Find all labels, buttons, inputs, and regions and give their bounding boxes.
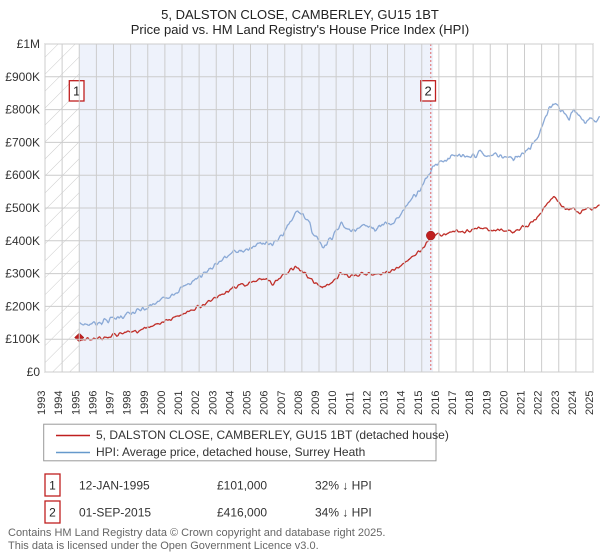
svg-text:2017: 2017 (447, 391, 459, 415)
svg-text:£800K: £800K (5, 103, 40, 117)
svg-text:2005: 2005 (242, 391, 254, 415)
svg-text:2024: 2024 (567, 391, 579, 415)
svg-text:2008: 2008 (293, 391, 305, 415)
svg-text:2000: 2000 (156, 391, 168, 415)
svg-text:£400K: £400K (5, 234, 40, 248)
svg-text:1993: 1993 (36, 391, 48, 415)
svg-text:2: 2 (49, 506, 56, 520)
svg-text:2025: 2025 (584, 391, 596, 415)
svg-text:2013: 2013 (379, 391, 391, 415)
svg-text:1998: 1998 (122, 391, 134, 415)
svg-text:£700K: £700K (5, 135, 40, 149)
svg-text:2001: 2001 (173, 391, 185, 415)
svg-text:2015: 2015 (413, 391, 425, 415)
svg-text:£0: £0 (27, 365, 41, 379)
svg-text:2016: 2016 (430, 391, 442, 415)
svg-text:32% ↓ HPI: 32% ↓ HPI (315, 479, 372, 493)
svg-text:2006: 2006 (259, 391, 271, 415)
svg-text:This data is licensed under th: This data is licensed under the Open Gov… (8, 540, 319, 552)
svg-text:2010: 2010 (327, 391, 339, 415)
svg-text:2011: 2011 (344, 391, 356, 415)
svg-text:2014: 2014 (396, 391, 408, 415)
svg-text:2020: 2020 (498, 391, 510, 415)
svg-text:£1M: £1M (17, 37, 40, 51)
svg-text:1: 1 (49, 479, 56, 493)
svg-text:5, DALSTON CLOSE, CAMBERLEY, G: 5, DALSTON CLOSE, CAMBERLEY, GU15 1BT (d… (96, 428, 449, 442)
svg-text:Contains HM Land Registry data: Contains HM Land Registry data © Crown c… (8, 527, 385, 539)
svg-text:1999: 1999 (139, 391, 151, 415)
svg-text:2: 2 (424, 84, 431, 99)
svg-text:2012: 2012 (361, 391, 373, 415)
svg-text:2022: 2022 (533, 391, 545, 415)
svg-text:2021: 2021 (516, 391, 528, 415)
svg-text:2009: 2009 (310, 391, 322, 415)
svg-text:2023: 2023 (550, 391, 562, 415)
svg-text:2019: 2019 (481, 391, 493, 415)
svg-text:1996: 1996 (87, 391, 99, 415)
svg-text:1994: 1994 (53, 391, 65, 415)
svg-text:2003: 2003 (207, 391, 219, 415)
svg-text:1997: 1997 (105, 391, 117, 415)
svg-text:2004: 2004 (224, 391, 236, 415)
svg-text:01-SEP-2015: 01-SEP-2015 (79, 506, 151, 520)
svg-text:2007: 2007 (276, 391, 288, 415)
svg-text:HPI: Average price, detached h: HPI: Average price, detached house, Surr… (96, 445, 365, 459)
svg-text:2002: 2002 (190, 391, 202, 415)
svg-text:12-JAN-1995: 12-JAN-1995 (79, 479, 150, 493)
svg-text:£100K: £100K (5, 332, 40, 346)
svg-text:£900K: £900K (5, 70, 40, 84)
svg-text:2018: 2018 (464, 391, 476, 415)
svg-text:£416,000: £416,000 (217, 506, 267, 520)
svg-text:34% ↓ HPI: 34% ↓ HPI (315, 506, 372, 520)
svg-text:1995: 1995 (70, 391, 82, 415)
svg-text:£300K: £300K (5, 267, 40, 281)
svg-text:£600K: £600K (5, 168, 40, 182)
svg-text:£500K: £500K (5, 201, 40, 215)
svg-text:£200K: £200K (5, 299, 40, 313)
svg-text:£101,000: £101,000 (217, 479, 267, 493)
